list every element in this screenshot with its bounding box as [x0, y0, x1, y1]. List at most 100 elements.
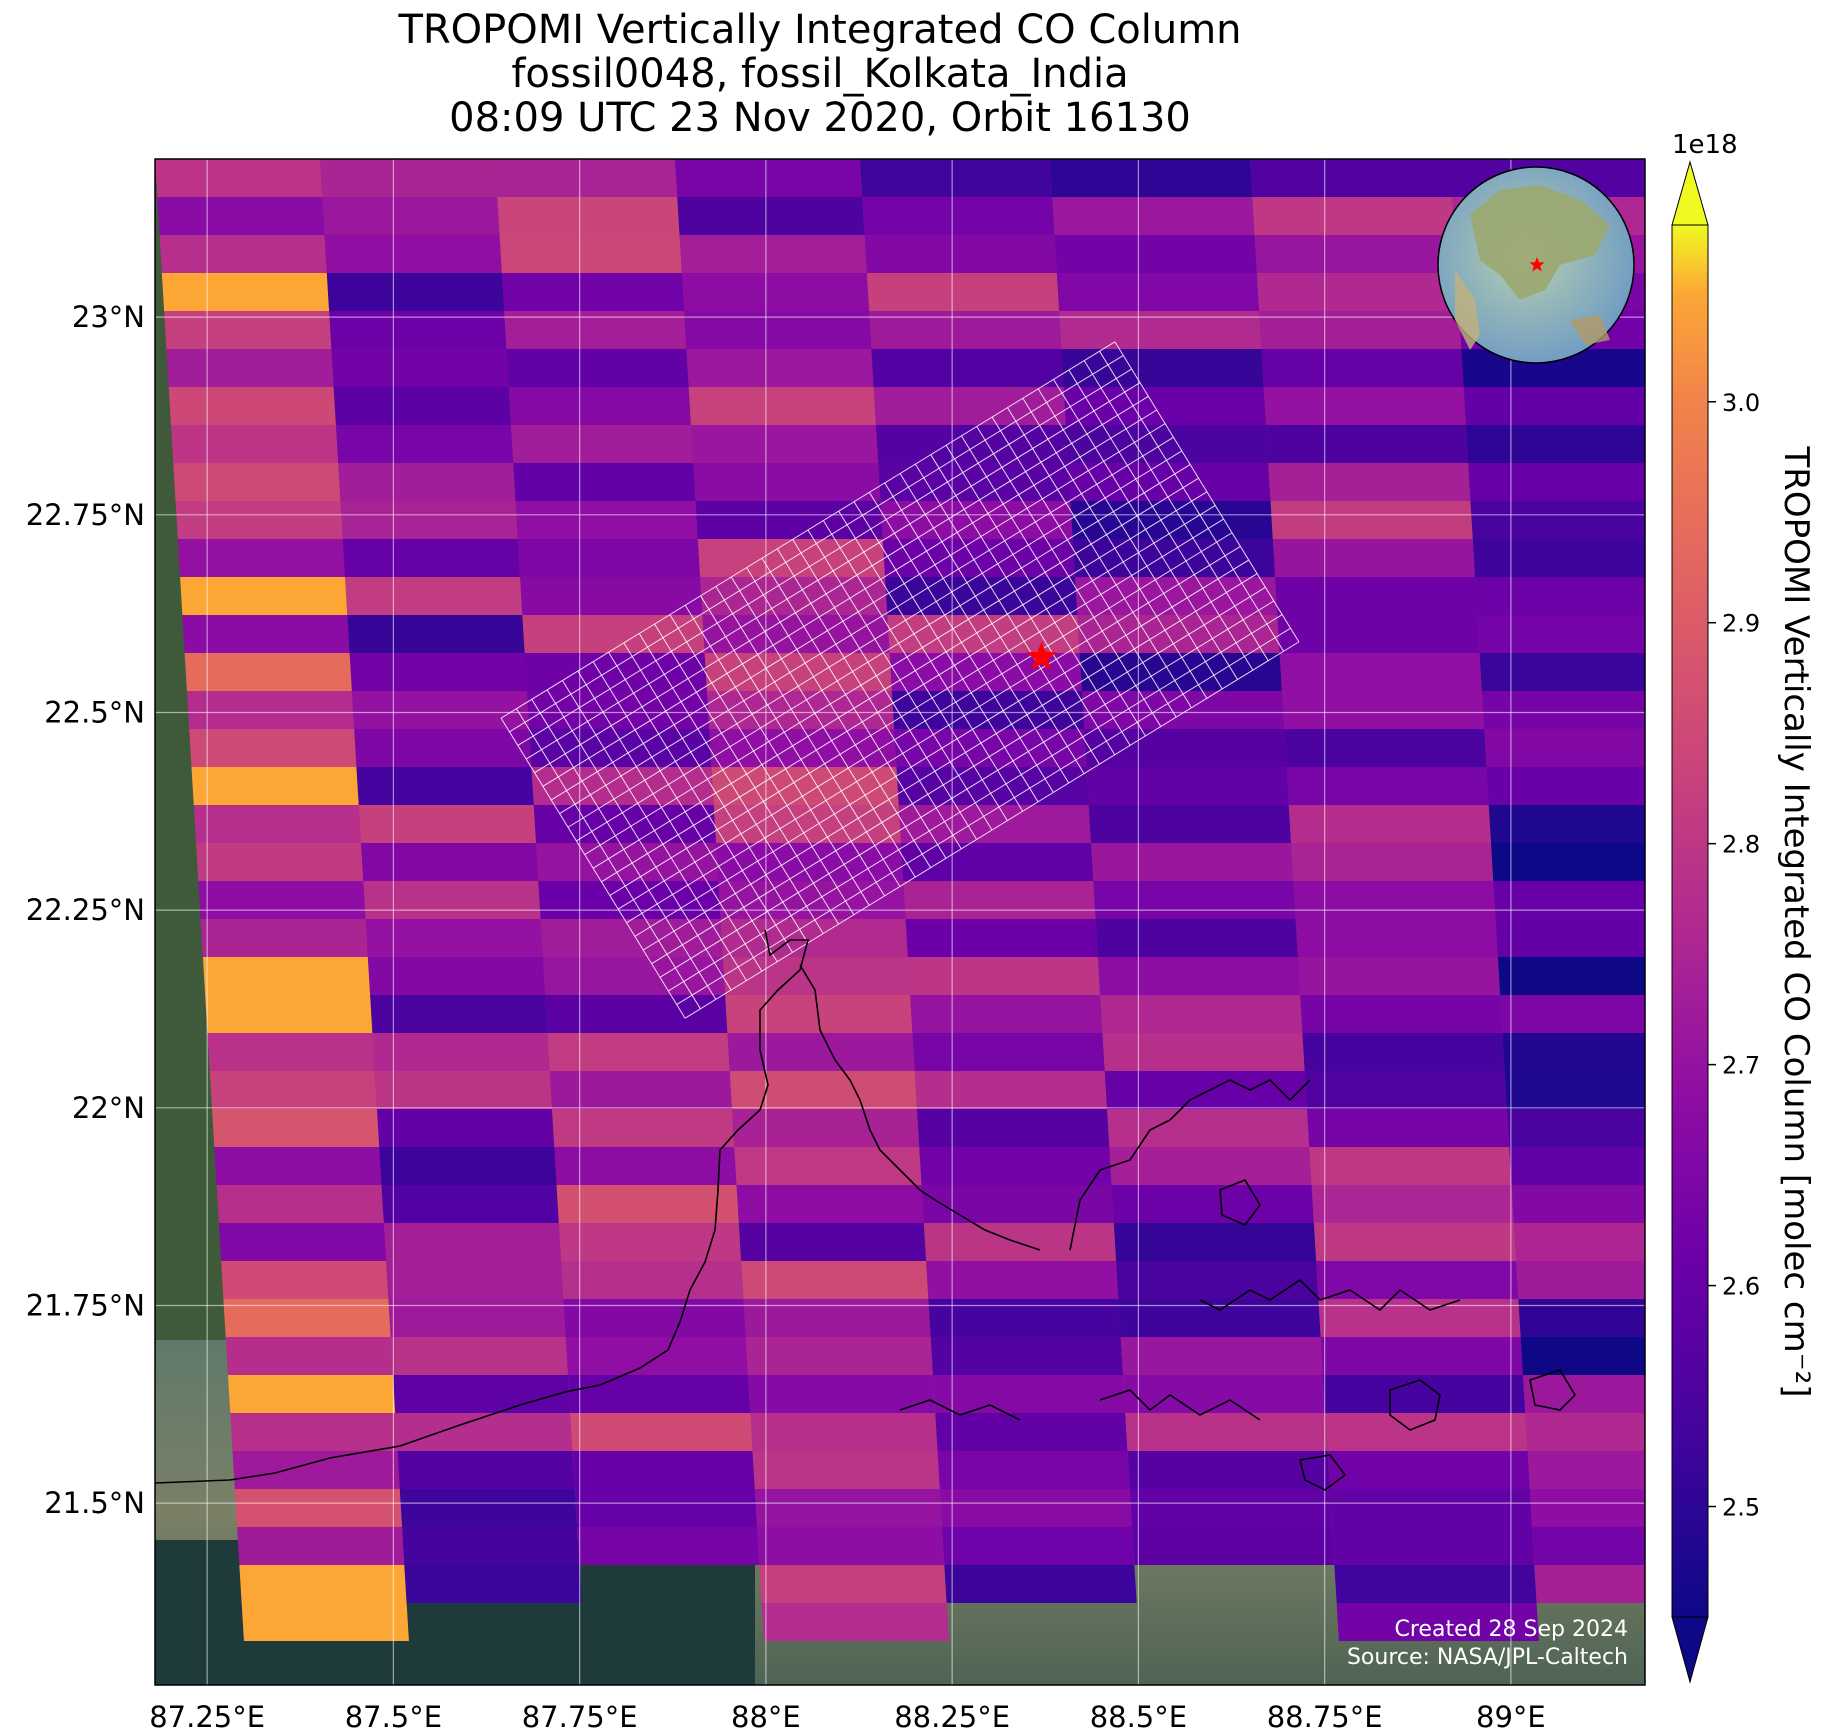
swath-pixel [1102, 1033, 1305, 1071]
swath-pixel [921, 1185, 1114, 1223]
swath-pixel [1050, 159, 1253, 197]
swath-pixel [1259, 311, 1462, 349]
swath-pixel [1072, 539, 1276, 577]
swath-pixel [1084, 729, 1287, 767]
swath-pixel [745, 1337, 933, 1375]
x-tick-label: 89°E [1476, 1700, 1546, 1732]
swath-pixel [1077, 615, 1280, 653]
swath-pixel [1075, 577, 1278, 615]
swath-pixel [1277, 615, 1480, 653]
swath-pixel [1295, 919, 1498, 957]
colorbar-gradient [1671, 224, 1709, 1618]
map-frame [154, 158, 1646, 1686]
swath-pixel [508, 387, 691, 425]
swath-pixel [1116, 1261, 1319, 1299]
swath-pixel [752, 1451, 940, 1489]
inset-globe [1437, 166, 1635, 364]
swath-pixel [324, 235, 502, 273]
swath-pixel [227, 1375, 396, 1413]
swath-pixel [237, 1527, 405, 1565]
footprint-line [517, 368, 1132, 746]
swath-pixel [935, 1413, 1128, 1451]
swath-pixel [866, 273, 1060, 311]
swath-pixel [684, 311, 872, 349]
swath-pixel [905, 919, 1098, 957]
swath-pixel [529, 729, 712, 767]
footprint-line [1114, 341, 1300, 643]
swath-pixel [932, 1375, 1126, 1413]
swath-pixel [1534, 1565, 1645, 1603]
swath-pixel [1263, 387, 1466, 425]
swath-pixel [1522, 1375, 1645, 1413]
swath-pixel [1322, 1375, 1526, 1413]
swath-pixel [677, 197, 865, 235]
swath-pixel [1332, 1527, 1535, 1565]
swath-pixel [361, 843, 539, 881]
swath-pixel [702, 615, 890, 653]
swath-pixel [1107, 1109, 1310, 1147]
swath-pixel [1500, 995, 1645, 1033]
swath-pixel [515, 501, 698, 539]
swath-pixel [186, 691, 355, 729]
swath-pixel [497, 197, 680, 235]
swath-pixel [202, 957, 371, 995]
island-outline [1219, 1179, 1577, 1491]
swath-pixel [225, 1337, 393, 1375]
swath-pixel [1502, 1033, 1645, 1071]
swath-pixel [750, 1413, 938, 1451]
swath-pixel [761, 1603, 949, 1641]
footprint-line [534, 395, 1149, 774]
y-axis-labels: 23°N 22.75°N 22.5°N 22.25°N 22°N 21.75°N 21.5°… [26, 300, 145, 1520]
swath-pixel [754, 1489, 943, 1527]
swath-pixel [388, 1299, 566, 1337]
swath-pixel [402, 1527, 580, 1565]
swath-pixel [1504, 1071, 1645, 1109]
swath-pixel [917, 1109, 1110, 1147]
swath-pixel [1336, 1603, 1539, 1641]
swath-pixel [338, 463, 516, 501]
swath-pixel [241, 1603, 409, 1641]
x-axis-labels: 87.25°E 87.5°E 87.75°E 88°E 88.25°E 88.5°E 88.… [149, 1700, 1546, 1732]
swath-pixel [326, 273, 505, 311]
swath-pixel [381, 1185, 559, 1223]
colorbar-tick-label: 2.7 [1722, 1052, 1760, 1080]
swath-pixel [711, 767, 899, 805]
swath-pixel [690, 425, 879, 463]
swath-pixel [718, 881, 906, 919]
swath-pixel [209, 1071, 377, 1109]
swath-pixel [504, 311, 687, 349]
swath-pixel [1516, 1261, 1645, 1299]
globe-target-marker [1529, 257, 1545, 272]
globe-continent-australia [1570, 315, 1610, 345]
swath-pixel [538, 881, 721, 919]
swath-pixel [923, 1223, 1117, 1261]
swath-pixel [727, 1033, 915, 1071]
swath-pixel [1068, 463, 1271, 501]
swath-pixel [709, 729, 897, 767]
swath-pixel [168, 387, 336, 425]
swath-pixel [1525, 1413, 1645, 1451]
swath-pixel [1120, 1337, 1323, 1375]
globe-continent [1470, 185, 1610, 300]
swath-pixel [695, 501, 883, 539]
swath-pixel [1125, 1413, 1328, 1451]
swath-pixel [1091, 843, 1294, 881]
swath-pixel [322, 197, 500, 235]
footprint-line [684, 641, 1300, 1019]
swath-pixel [942, 1527, 1135, 1565]
swath-pixel [878, 463, 1071, 501]
swath-pixel [173, 463, 341, 501]
swath-pixel [1095, 919, 1298, 957]
swath-pixel [1325, 1413, 1528, 1451]
swath-pixel [1252, 197, 1455, 235]
swath-pixel [1507, 1109, 1645, 1147]
swath-pixel [182, 615, 350, 653]
swath-pixel [159, 235, 327, 273]
swath-pixel [531, 767, 714, 805]
swath-pixel [554, 1147, 737, 1185]
footprint-line [634, 559, 1249, 937]
footprint-line [676, 627, 1291, 1005]
footprint-line [601, 505, 1216, 883]
x-tick-label: 87.5°E [345, 1700, 442, 1732]
swath-pixel [1065, 425, 1269, 463]
